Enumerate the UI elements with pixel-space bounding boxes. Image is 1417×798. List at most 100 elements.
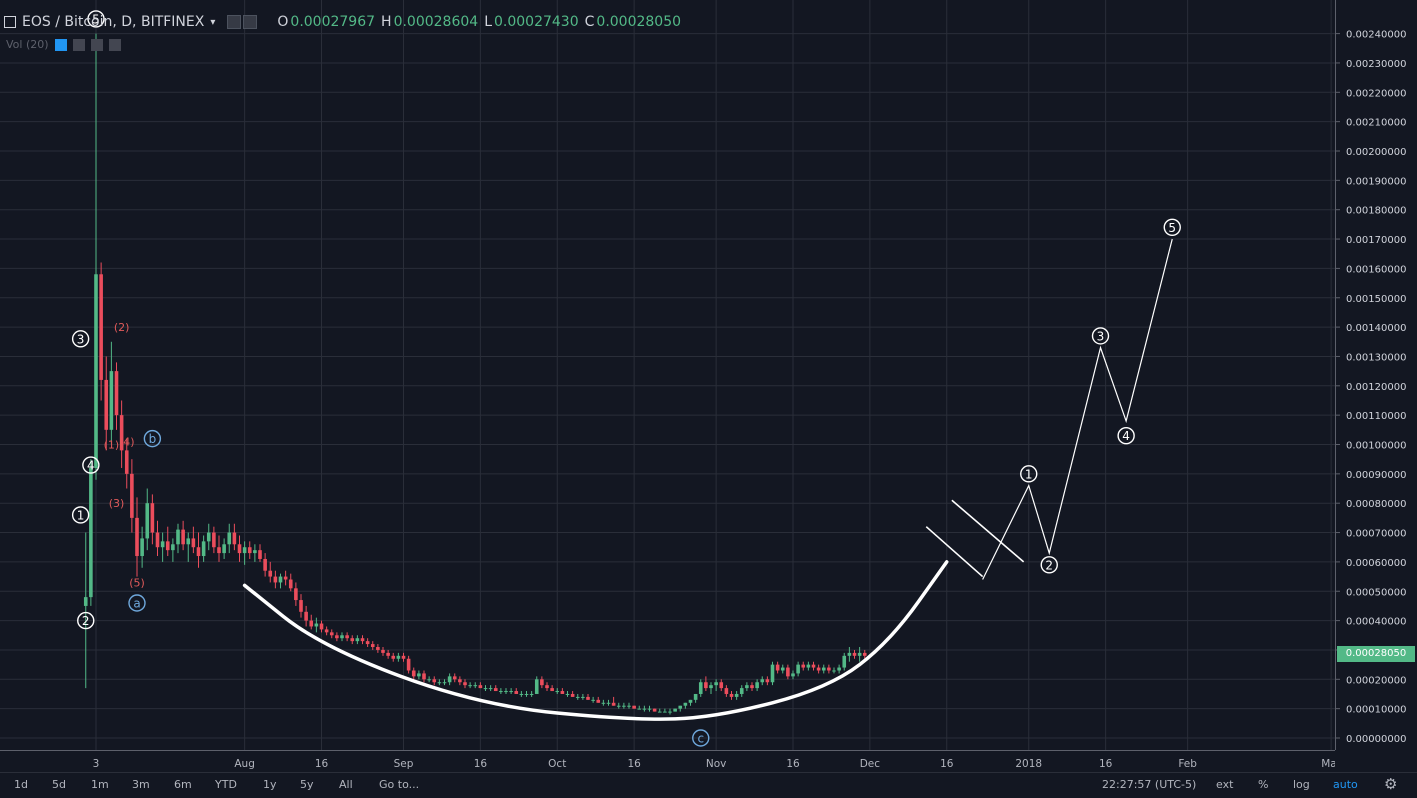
candle-body bbox=[596, 699, 601, 703]
candle bbox=[852, 649, 857, 659]
gear-icon[interactable] bbox=[72, 38, 85, 51]
candle-body bbox=[483, 688, 488, 690]
wave-label-text: 2 bbox=[1045, 558, 1053, 572]
candle bbox=[642, 705, 647, 712]
candle-body bbox=[365, 641, 370, 645]
candle-body bbox=[196, 547, 201, 557]
candle-body bbox=[411, 670, 416, 677]
candle bbox=[581, 693, 585, 700]
candle bbox=[109, 341, 114, 445]
collapse-icon[interactable] bbox=[4, 16, 16, 28]
scale-option-ext[interactable]: ext bbox=[1216, 778, 1234, 791]
time-tick-label: Dec bbox=[860, 758, 881, 770]
candlestick-chart[interactable]: 1 2 3 4 5 (1) (2) (3) (4) (5) a b c 1 2 3 4 5 bbox=[0, 0, 1335, 750]
settings-icon[interactable] bbox=[243, 15, 258, 29]
candle bbox=[616, 702, 621, 709]
price-tick-label: 0.00010000 bbox=[1346, 705, 1406, 716]
goto-button[interactable]: Go to... bbox=[379, 778, 420, 791]
candle bbox=[360, 635, 365, 645]
candle bbox=[324, 626, 329, 636]
candle-body bbox=[227, 532, 232, 545]
chart-pane[interactable]: 1 2 3 4 5 (1) (2) (3) (4) (5) a b c 1 2 3 4 5 EOS / Bitco… bbox=[0, 0, 1335, 750]
range-button-1d[interactable]: 1d bbox=[14, 778, 28, 791]
price-tick-label: 0.00050000 bbox=[1346, 587, 1406, 598]
candle-body bbox=[468, 685, 472, 687]
candle bbox=[529, 691, 534, 697]
range-button-1y[interactable]: 1y bbox=[263, 778, 277, 791]
scale-option-log[interactable]: log bbox=[1293, 778, 1310, 791]
wave-label: (4) bbox=[119, 436, 135, 449]
time-tick-label: 16 bbox=[627, 758, 641, 770]
candle-body bbox=[124, 450, 129, 474]
wave-label: 4 bbox=[82, 456, 100, 474]
candle bbox=[365, 638, 370, 648]
wave-label: c bbox=[692, 729, 710, 747]
candle-body bbox=[386, 652, 390, 656]
plus-icon[interactable] bbox=[90, 38, 103, 51]
candle-body bbox=[94, 274, 98, 468]
candle bbox=[478, 682, 483, 689]
range-button-5d[interactable]: 5d bbox=[52, 778, 66, 791]
scale-option-auto[interactable]: auto bbox=[1333, 778, 1358, 791]
visibility-icon[interactable] bbox=[227, 15, 242, 29]
candle-body bbox=[637, 708, 642, 710]
candle bbox=[212, 526, 216, 554]
range-button-3m[interactable]: 3m bbox=[132, 778, 150, 791]
scale-option-percent[interactable]: % bbox=[1258, 778, 1269, 791]
candle-body bbox=[811, 664, 816, 668]
volume-label[interactable]: Vol (20) bbox=[6, 38, 49, 51]
candle bbox=[570, 691, 575, 697]
range-button-1m[interactable]: 1m bbox=[91, 778, 109, 791]
candle-body bbox=[570, 693, 575, 697]
candle bbox=[540, 676, 544, 689]
candle-body bbox=[186, 538, 191, 545]
candle-body bbox=[709, 685, 713, 689]
candle bbox=[130, 459, 134, 533]
time-scale[interactable]: 3 Aug 16 Sep 16 Oct 16 Nov 16 Dec 16 2018 16 Feb Mar bbox=[0, 750, 1342, 775]
range-button-6m[interactable]: 6m bbox=[174, 778, 192, 791]
range-button-5y[interactable]: 5y bbox=[300, 778, 314, 791]
wave-label-circle bbox=[87, 10, 105, 28]
price-tick-label: 0.00150000 bbox=[1346, 294, 1406, 305]
candle-body bbox=[724, 688, 729, 694]
wave-label-text: c bbox=[697, 732, 704, 746]
candle bbox=[191, 526, 196, 554]
candle bbox=[217, 535, 221, 562]
price-scale[interactable]: 0.000000000.000100000.000200000.00030000… bbox=[1335, 0, 1417, 750]
candle-body bbox=[206, 532, 211, 542]
wave-label-circle bbox=[128, 594, 146, 612]
price-tick-label: 0.00160000 bbox=[1346, 264, 1406, 275]
wave-label-circle bbox=[1163, 218, 1181, 237]
candle bbox=[124, 438, 129, 489]
candle-body bbox=[222, 544, 226, 554]
candle-body bbox=[755, 682, 759, 689]
candle bbox=[770, 661, 775, 686]
price-tick-label: 0.00060000 bbox=[1346, 558, 1406, 569]
candle bbox=[827, 664, 831, 674]
candle bbox=[401, 652, 406, 662]
candle bbox=[596, 696, 601, 703]
candle-body bbox=[360, 638, 365, 642]
chevron-down-icon[interactable]: ▾ bbox=[210, 16, 216, 28]
clock-display[interactable]: 22:27:57 (UTC-5) bbox=[1102, 778, 1197, 791]
candle bbox=[406, 655, 411, 674]
candle bbox=[94, 33, 98, 480]
gear-icon[interactable]: ⚙ bbox=[1384, 775, 1398, 793]
wave-label: (2) bbox=[114, 321, 130, 334]
time-tick-label: 16 bbox=[1099, 758, 1113, 770]
candle bbox=[376, 644, 380, 653]
close-icon[interactable] bbox=[108, 38, 121, 51]
candle bbox=[304, 605, 308, 627]
candle bbox=[391, 652, 396, 662]
range-button-ytd[interactable]: YTD bbox=[215, 778, 237, 791]
eye-icon[interactable] bbox=[54, 38, 67, 51]
symbol-title[interactable]: EOS / Bitcoin, D, BITFINEX bbox=[22, 14, 205, 30]
candle-body bbox=[550, 688, 554, 692]
candle bbox=[632, 705, 636, 709]
candle-body bbox=[698, 682, 703, 694]
candle-body bbox=[309, 620, 314, 627]
candle-body bbox=[668, 711, 672, 713]
wave-label-text: 3 bbox=[77, 332, 85, 346]
range-button-all[interactable]: All bbox=[339, 778, 353, 791]
ohlc-value-c: 0.00028050 bbox=[596, 14, 682, 30]
